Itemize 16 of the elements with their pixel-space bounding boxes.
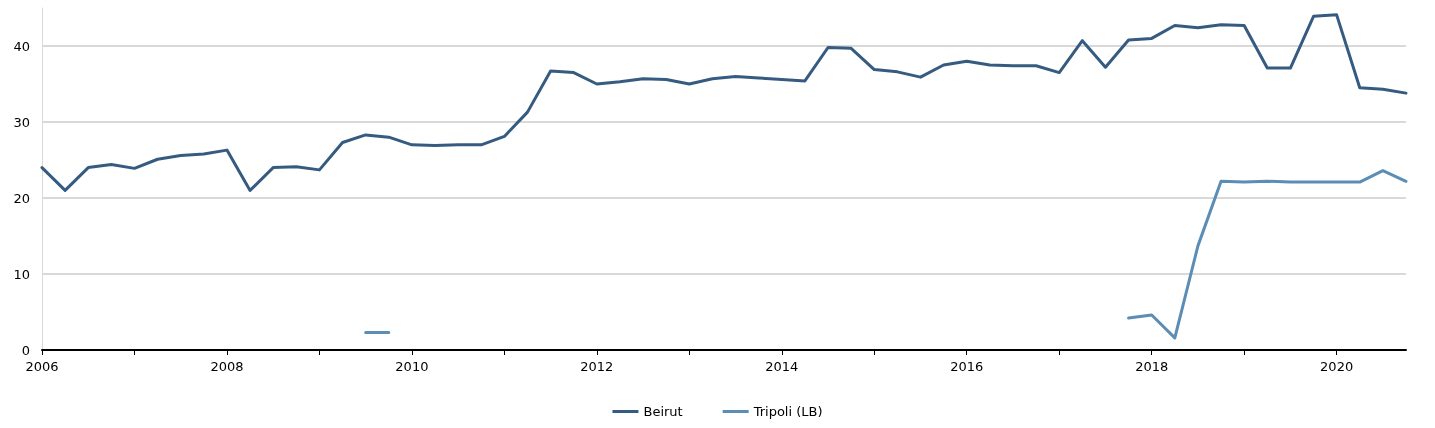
y-tick-label: 40 [13,38,30,54]
x-tick-label: 2008 [210,359,244,374]
x-tick-label: 2014 [765,359,799,374]
y-tick-label: 0 [21,342,30,358]
x-tick-label: 2018 [1135,359,1169,374]
x-tick-label: 2016 [950,359,984,374]
y-tick-label: 10 [13,266,30,282]
x-tick-label: 2010 [395,359,429,374]
x-tick-label: 2012 [580,359,614,374]
x-tick-label: 2006 [25,359,59,374]
y-tick-label: 30 [13,114,30,130]
x-tick-label: 2020 [1320,359,1354,374]
line-series [40,13,1408,192]
legend-label: Tripoli (LB) [752,404,823,419]
legend-label: Beirut [643,404,683,419]
y-tick-label: 20 [13,190,30,206]
